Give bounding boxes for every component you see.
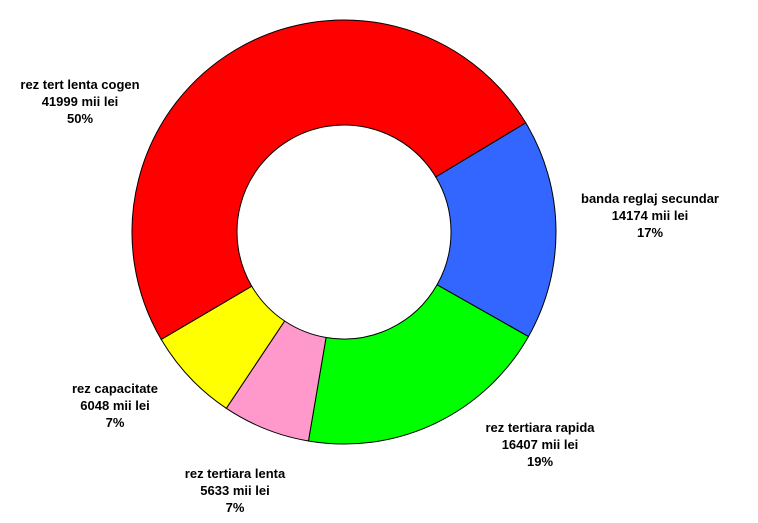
slice-name: rez tert lenta cogen bbox=[20, 77, 140, 92]
label-rez-tertiara-rapida: rez tertiara rapida 16407 mii lei 19% bbox=[455, 419, 625, 470]
slice-name: rez tertiara rapida bbox=[485, 420, 595, 435]
slice-rez-tert-lenta-cogen bbox=[131, 19, 527, 341]
slice-value: 41999 mii lei bbox=[41, 94, 119, 109]
slice-value: 16407 mii lei bbox=[501, 437, 579, 452]
slice-percent: 7% bbox=[225, 500, 245, 515]
label-rez-tert-lenta-cogen: rez tert lenta cogen 41999 mii lei 50% bbox=[5, 76, 155, 127]
slice-value: 14174 mii lei bbox=[611, 208, 689, 223]
slice-name: rez tertiara lenta bbox=[184, 466, 286, 481]
slice-percent: 17% bbox=[636, 225, 664, 240]
slice-name: rez capacitate bbox=[72, 381, 158, 396]
slice-rez-tertiara-rapida bbox=[307, 284, 530, 445]
label-rez-capacitate: rez capacitate 6048 mii lei 7% bbox=[50, 380, 180, 431]
slice-value: 5633 mii lei bbox=[200, 483, 270, 498]
slice-percent: 19% bbox=[526, 454, 554, 469]
slice-value: 6048 mii lei bbox=[80, 398, 150, 413]
label-banda-reglaj-secundar: banda reglaj secundar 14174 mii lei 17% bbox=[565, 190, 735, 241]
slice-percent: 7% bbox=[105, 415, 125, 430]
slice-banda-reglaj-secundar bbox=[435, 122, 557, 338]
label-rez-tertiara-lenta: rez tertiara lenta 5633 mii lei 7% bbox=[160, 465, 310, 516]
slice-name: banda reglaj secundar bbox=[581, 191, 719, 206]
slice-percent: 50% bbox=[66, 111, 94, 126]
